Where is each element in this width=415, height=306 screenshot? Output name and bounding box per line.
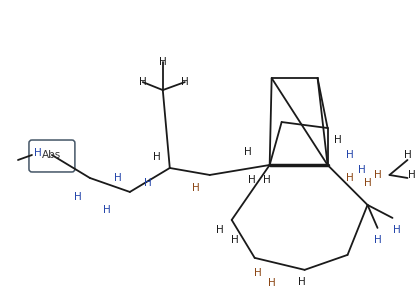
Text: H: H	[159, 57, 167, 67]
Text: H: H	[358, 165, 366, 175]
Text: H: H	[393, 225, 400, 235]
Text: H: H	[231, 235, 239, 245]
Text: H: H	[74, 192, 82, 202]
Text: H: H	[298, 277, 305, 287]
Text: H: H	[216, 225, 224, 235]
Text: H: H	[139, 77, 146, 87]
Text: H: H	[181, 77, 189, 87]
Text: H: H	[334, 135, 342, 145]
Text: H: H	[346, 173, 354, 183]
Text: Abs: Abs	[42, 150, 61, 160]
Text: H: H	[374, 170, 381, 180]
Text: H: H	[254, 268, 261, 278]
Text: H: H	[34, 148, 42, 158]
Text: H: H	[103, 205, 111, 215]
Text: H: H	[114, 173, 122, 183]
Text: H: H	[404, 150, 411, 160]
Text: H: H	[248, 175, 256, 185]
Text: H: H	[263, 175, 271, 185]
FancyBboxPatch shape	[29, 140, 75, 172]
Text: H: H	[408, 170, 415, 180]
Text: H: H	[374, 235, 381, 245]
Text: H: H	[268, 278, 276, 288]
Text: H: H	[244, 147, 251, 157]
Text: H: H	[346, 150, 354, 160]
Text: H: H	[192, 183, 200, 193]
Text: H: H	[364, 178, 371, 188]
Text: H: H	[144, 178, 152, 188]
Text: H: H	[153, 152, 161, 162]
